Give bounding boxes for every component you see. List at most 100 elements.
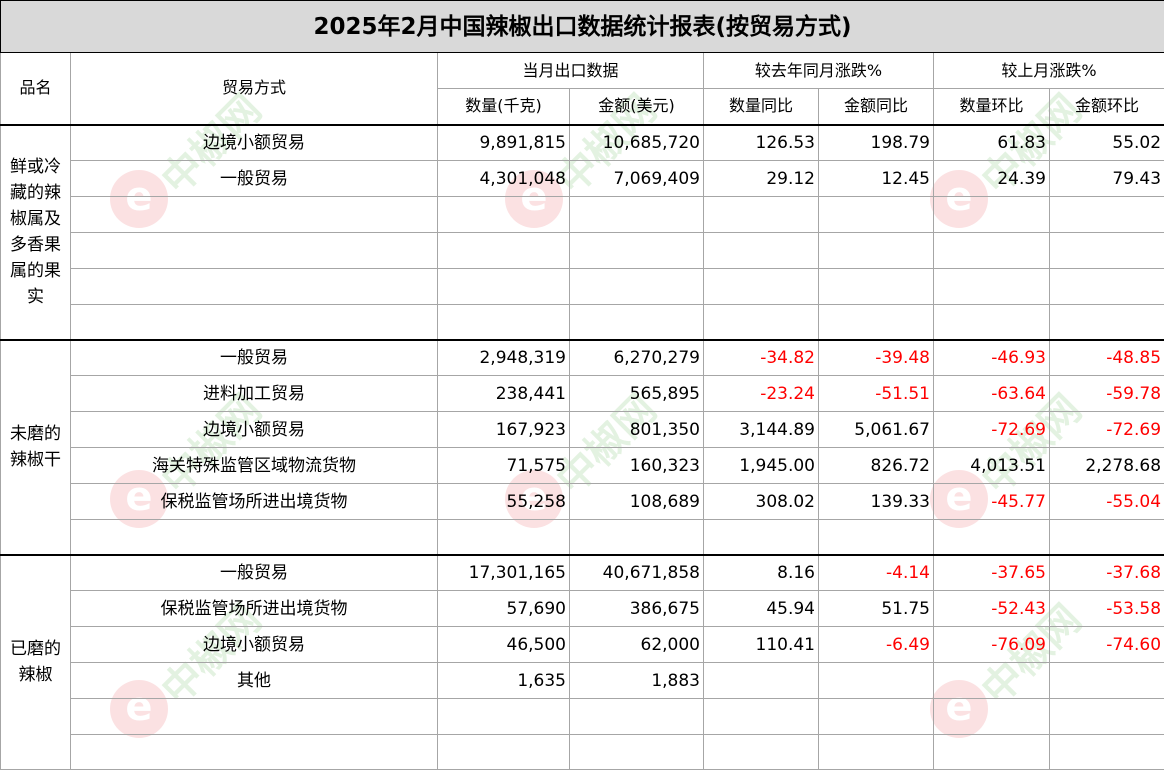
amount-yoy-cell bbox=[819, 735, 934, 770]
header-amount-mom: 金额环比 bbox=[1050, 89, 1164, 125]
qty-mom-cell bbox=[934, 699, 1050, 735]
amount-mom-cell bbox=[1050, 233, 1164, 269]
amount-mom-cell: -74.60 bbox=[1050, 627, 1164, 663]
trade-mode-cell bbox=[71, 699, 438, 735]
qty-cell: 17,301,165 bbox=[438, 555, 570, 591]
qty-cell: 9,891,815 bbox=[438, 125, 570, 161]
qty-yoy-cell bbox=[704, 520, 819, 555]
amount-mom-cell bbox=[1050, 197, 1164, 233]
qty-yoy-cell bbox=[704, 735, 819, 770]
amount-cell: 108,689 bbox=[570, 484, 704, 520]
qty-cell: 2,948,319 bbox=[438, 340, 570, 376]
amount-cell: 40,671,858 bbox=[570, 555, 704, 591]
qty-yoy-cell: 45.94 bbox=[704, 591, 819, 627]
qty-yoy-cell: 3,144.89 bbox=[704, 412, 819, 448]
amount-yoy-cell: -6.49 bbox=[819, 627, 934, 663]
amount-cell bbox=[570, 520, 704, 555]
qty-cell bbox=[438, 305, 570, 340]
amount-cell: 386,675 bbox=[570, 591, 704, 627]
amount-yoy-cell: 12.45 bbox=[819, 161, 934, 197]
qty-cell bbox=[438, 233, 570, 269]
amount-mom-cell: -72.69 bbox=[1050, 412, 1164, 448]
amount-cell: 10,685,720 bbox=[570, 125, 704, 161]
qty-yoy-cell bbox=[704, 699, 819, 735]
qty-mom-cell: -45.77 bbox=[934, 484, 1050, 520]
trade-mode-cell bbox=[71, 735, 438, 770]
amount-yoy-cell: -39.48 bbox=[819, 340, 934, 376]
qty-yoy-cell bbox=[704, 197, 819, 233]
qty-yoy-cell bbox=[704, 233, 819, 269]
amount-mom-cell bbox=[1050, 735, 1164, 770]
qty-mom-cell bbox=[934, 735, 1050, 770]
qty-yoy-cell: 308.02 bbox=[704, 484, 819, 520]
qty-cell bbox=[438, 699, 570, 735]
amount-mom-cell bbox=[1050, 699, 1164, 735]
qty-yoy-cell bbox=[704, 663, 819, 699]
qty-cell: 57,690 bbox=[438, 591, 570, 627]
amount-cell bbox=[570, 699, 704, 735]
qty-mom-cell bbox=[934, 520, 1050, 555]
header-yoy: 较去年同月涨跌% bbox=[704, 53, 934, 89]
qty-yoy-cell: 126.53 bbox=[704, 125, 819, 161]
qty-cell bbox=[438, 520, 570, 555]
amount-yoy-cell bbox=[819, 269, 934, 305]
amount-yoy-cell: 198.79 bbox=[819, 125, 934, 161]
amount-cell: 1,883 bbox=[570, 663, 704, 699]
amount-yoy-cell: 826.72 bbox=[819, 448, 934, 484]
amount-mom-cell: -59.78 bbox=[1050, 376, 1164, 412]
qty-yoy-cell bbox=[704, 269, 819, 305]
table-row bbox=[1, 197, 1164, 233]
amount-yoy-cell bbox=[819, 233, 934, 269]
trade-mode-cell: 海关特殊监管区域物流货物 bbox=[71, 448, 438, 484]
qty-cell: 167,923 bbox=[438, 412, 570, 448]
trade-mode-cell bbox=[71, 305, 438, 340]
amount-cell: 565,895 bbox=[570, 376, 704, 412]
qty-mom-cell: -37.65 bbox=[934, 555, 1050, 591]
amount-yoy-cell: 5,061.67 bbox=[819, 412, 934, 448]
trade-mode-cell: 保税监管场所进出境货物 bbox=[71, 484, 438, 520]
qty-mom-cell: -46.93 bbox=[934, 340, 1050, 376]
amount-mom-cell bbox=[1050, 305, 1164, 340]
amount-cell: 160,323 bbox=[570, 448, 704, 484]
qty-mom-cell: 24.39 bbox=[934, 161, 1050, 197]
qty-mom-cell bbox=[934, 269, 1050, 305]
header-qty-yoy: 数量同比 bbox=[704, 89, 819, 125]
qty-yoy-cell: 29.12 bbox=[704, 161, 819, 197]
qty-cell: 55,258 bbox=[438, 484, 570, 520]
qty-mom-cell bbox=[934, 305, 1050, 340]
trade-mode-cell: 一般贸易 bbox=[71, 161, 438, 197]
amount-mom-cell: 79.43 bbox=[1050, 161, 1164, 197]
qty-yoy-cell: -23.24 bbox=[704, 376, 819, 412]
header-qty-mom: 数量环比 bbox=[934, 89, 1050, 125]
trade-mode-cell: 其他 bbox=[71, 663, 438, 699]
amount-yoy-cell bbox=[819, 663, 934, 699]
trade-mode-cell bbox=[71, 233, 438, 269]
product-name-cell: 鲜或冷藏的辣椒属及多香果属的果实 bbox=[1, 125, 71, 340]
table-row bbox=[1, 305, 1164, 340]
amount-yoy-cell bbox=[819, 197, 934, 233]
qty-yoy-cell: -34.82 bbox=[704, 340, 819, 376]
qty-cell: 4,301,048 bbox=[438, 161, 570, 197]
header-product: 品名 bbox=[1, 53, 71, 125]
product-name-cell: 未磨的辣椒干 bbox=[1, 340, 71, 555]
amount-mom-cell: -37.68 bbox=[1050, 555, 1164, 591]
trade-mode-cell: 边境小额贸易 bbox=[71, 627, 438, 663]
qty-cell: 71,575 bbox=[438, 448, 570, 484]
amount-cell: 7,069,409 bbox=[570, 161, 704, 197]
amount-yoy-cell: -51.51 bbox=[819, 376, 934, 412]
amount-yoy-cell: 139.33 bbox=[819, 484, 934, 520]
amount-mom-cell bbox=[1050, 269, 1164, 305]
amount-yoy-cell: -4.14 bbox=[819, 555, 934, 591]
amount-mom-cell: 2,278.68 bbox=[1050, 448, 1164, 484]
trade-mode-cell: 边境小额贸易 bbox=[71, 412, 438, 448]
qty-mom-cell bbox=[934, 663, 1050, 699]
qty-mom-cell bbox=[934, 197, 1050, 233]
